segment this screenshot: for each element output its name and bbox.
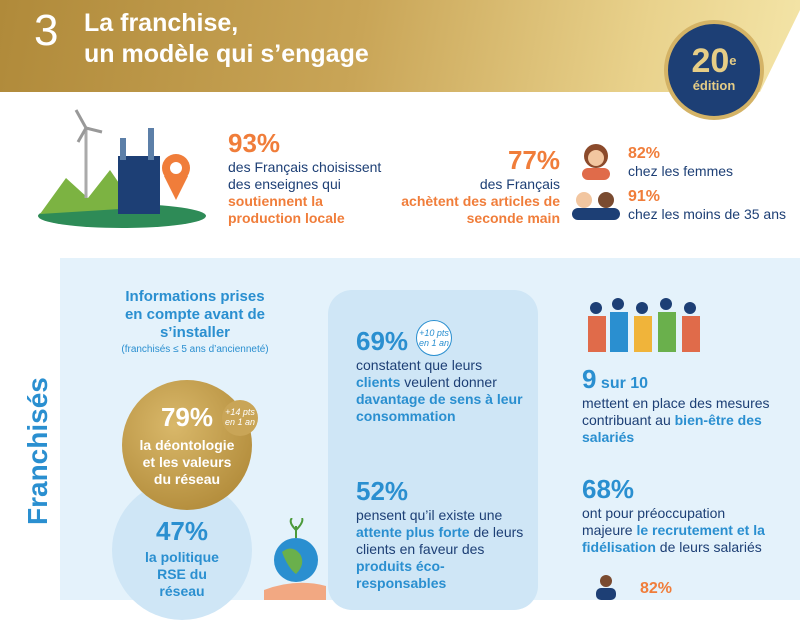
info-circle: 79% la déontologie et les valeurs du rés… bbox=[122, 380, 252, 510]
stat-block: 93% des Français choisissent des enseign… bbox=[228, 128, 388, 227]
stat-value-line: 9 sur 10 bbox=[582, 364, 772, 395]
text-part: de leurs clients en faveur des bbox=[356, 524, 524, 557]
badge-sup: e bbox=[729, 53, 737, 68]
badge-digits: 20 bbox=[691, 42, 730, 80]
change-pill: +14 pts en 1 an bbox=[222, 400, 258, 436]
text-highlight: bien-être des salariés bbox=[582, 412, 762, 445]
title-line: La franchise, bbox=[84, 9, 239, 37]
text-part: ont pour préoccupation majeure bbox=[582, 505, 726, 538]
section-number: 3 bbox=[34, 6, 59, 55]
text-part: constatent que leurs bbox=[356, 357, 483, 373]
edition-badge: 20e édition bbox=[664, 20, 764, 120]
stat-value: 69% bbox=[356, 326, 409, 356]
stat-block: 77% des Français achètent des articles d… bbox=[400, 145, 560, 227]
detail-text: chez les femmes bbox=[628, 163, 734, 179]
stat-text: mettent en place des mesures contribuant… bbox=[582, 395, 772, 446]
factory-illustration bbox=[38, 109, 206, 228]
info-value: 47% bbox=[155, 516, 209, 546]
middle-stat: 69% constatent que leurs clients veulent… bbox=[356, 326, 526, 425]
info-text: la politique RSE du réseau bbox=[145, 549, 219, 599]
text-highlight: produits éco-responsables bbox=[356, 558, 447, 591]
detail-value: 82% bbox=[628, 145, 661, 162]
detail: 91% chez les moins de 35 ans bbox=[628, 188, 786, 223]
stat-value: 93% bbox=[228, 128, 281, 158]
person-icon bbox=[596, 575, 616, 600]
stat-text: constatent que leurs clients veulent don… bbox=[356, 357, 526, 425]
text-part: pensent qu’il existe une bbox=[356, 507, 503, 523]
change-pill: +10 pts en 1 an bbox=[416, 320, 452, 356]
right-stat: 68% ont pour préoccupation majeure le re… bbox=[582, 474, 772, 556]
info-title: Informations prises en compte avant de s… bbox=[124, 288, 266, 341]
info-text: la déontologie et les valeurs du réseau bbox=[139, 437, 235, 487]
middle-stat: 52% pensent qu’il existe une attente plu… bbox=[356, 476, 526, 592]
text-highlight: clients bbox=[356, 374, 401, 390]
stat-value: 68% bbox=[582, 474, 635, 504]
info-value: 79% bbox=[160, 402, 214, 432]
side-label: Franchisés bbox=[22, 377, 53, 525]
stat-value: 52% bbox=[356, 476, 409, 506]
text-part: de leurs salariés bbox=[659, 539, 762, 555]
text-highlight: attente plus forte bbox=[356, 524, 470, 540]
stat-text: des Français choisissent des enseignes q… bbox=[228, 159, 382, 192]
badge-label: édition bbox=[692, 78, 736, 93]
people-icons bbox=[572, 144, 620, 220]
stat-text: des Français bbox=[479, 176, 560, 192]
stat-value: 9 bbox=[582, 364, 597, 394]
stat-highlight: achètent des articles de seconde main bbox=[401, 193, 560, 226]
crowd-illustration bbox=[588, 298, 700, 352]
stat-text: pensent qu’il existe une attente plus fo… bbox=[356, 507, 526, 592]
detail-text: chez les moins de 35 ans bbox=[628, 206, 786, 222]
right-stat: 9 sur 10 mettent en place des mesures co… bbox=[582, 364, 772, 446]
text-highlight: le recrutement et la fidélisation bbox=[582, 522, 765, 555]
stat-unit: sur 10 bbox=[600, 375, 649, 392]
text-part: mettent en place des mesures contribuant… bbox=[582, 395, 770, 428]
info-heading: Informations prises en compte avant de s… bbox=[120, 288, 270, 355]
badge-number: 20e bbox=[668, 44, 760, 78]
info-note: (franchisés ≤ 5 ans d’ancienneté) bbox=[121, 344, 269, 355]
stat-text: ont pour préoccupation majeure le recrut… bbox=[582, 505, 772, 556]
globe-hand bbox=[264, 518, 326, 600]
title: La franchise, un modèle qui s’engage bbox=[84, 8, 369, 70]
stat-highlight: soutiennent la production locale bbox=[228, 193, 345, 226]
stat-value: 82% bbox=[640, 580, 673, 597]
detail-value: 91% bbox=[628, 188, 661, 205]
text-part: veulent donner bbox=[404, 374, 497, 390]
detail: 82% chez les femmes bbox=[628, 145, 733, 180]
text-highlight: davantage de sens à leur consommation bbox=[356, 391, 523, 424]
title-line: un modèle qui s’engage bbox=[84, 40, 369, 68]
stat-value: 77% bbox=[507, 145, 560, 175]
